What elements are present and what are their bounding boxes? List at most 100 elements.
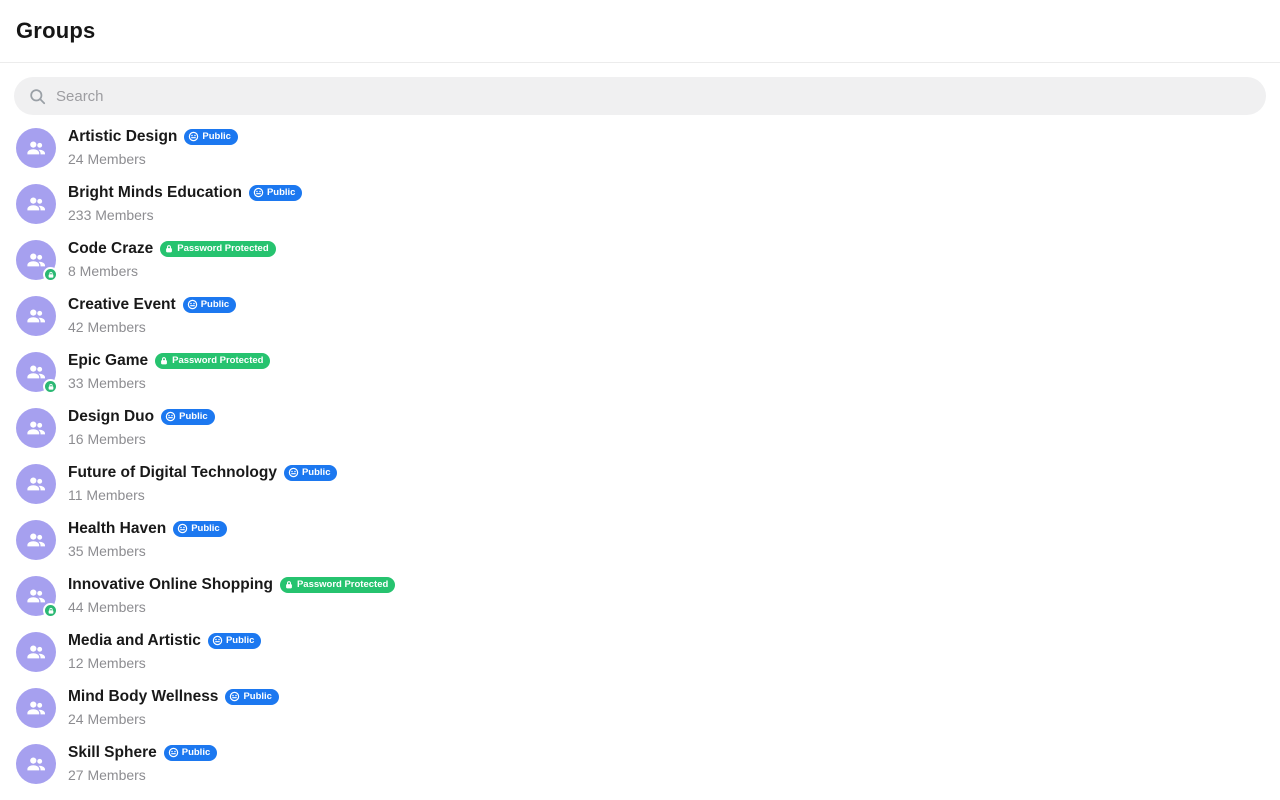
group-info: Code Craze Password Protected 8 Membe xyxy=(68,238,276,282)
group-row[interactable]: Artistic Design Public 24 Members xyxy=(0,120,1280,176)
group-row[interactable]: Innovative Online Shopping Password Prot… xyxy=(0,568,1280,624)
group-info: Innovative Online Shopping Password Prot… xyxy=(68,574,396,618)
group-row[interactable]: Creative Event Public 42 Members xyxy=(0,288,1280,344)
group-info: Artistic Design Public 24 Members xyxy=(68,126,238,170)
people-icon xyxy=(27,421,45,435)
group-members-count: 44 Members xyxy=(68,599,146,615)
group-visibility-badge: Public xyxy=(163,744,218,761)
people-icon xyxy=(27,645,45,659)
group-row[interactable]: Design Duo Public 16 Members xyxy=(0,400,1280,456)
badge-label: Public xyxy=(202,131,231,142)
group-name: Creative Event xyxy=(68,296,176,313)
smiley-icon xyxy=(253,187,264,198)
search-bar[interactable] xyxy=(14,77,1266,115)
search-container xyxy=(0,63,1280,115)
group-info: Epic Game Password Protected 33 Membe xyxy=(68,350,271,394)
group-info: Mind Body Wellness Public 24 Members xyxy=(68,686,279,730)
group-name: Innovative Online Shopping xyxy=(68,576,273,593)
group-name: Epic Game xyxy=(68,352,149,369)
badge-label: Public xyxy=(243,691,272,702)
smiley-icon xyxy=(212,635,223,646)
group-info: Skill Sphere Public 27 Members xyxy=(68,742,218,786)
people-icon xyxy=(27,253,45,267)
group-info: Health Haven Public 35 Members xyxy=(68,518,227,562)
group-info: Bright Minds Education Public 233 Mem xyxy=(68,182,303,226)
smiley-icon xyxy=(177,523,188,534)
group-row[interactable]: Epic Game Password Protected 33 Membe xyxy=(0,344,1280,400)
lock-icon xyxy=(286,580,292,588)
people-icon xyxy=(27,533,45,547)
search-icon xyxy=(30,88,46,104)
group-visibility-badge: Public xyxy=(173,520,227,537)
group-avatar xyxy=(16,184,56,224)
group-members-count: 27 Members xyxy=(68,767,146,783)
group-visibility-badge: Public xyxy=(161,408,215,425)
group-row[interactable]: Mind Body Wellness Public 24 Members xyxy=(0,680,1280,736)
badge-label: Password Protected xyxy=(172,355,264,366)
group-name: Skill Sphere xyxy=(68,744,157,761)
group-name: Design Duo xyxy=(68,408,155,425)
group-visibility-badge: Public xyxy=(225,688,279,705)
group-row[interactable]: Media and Artistic Public 12 Members xyxy=(0,624,1280,680)
group-members-count: 233 Members xyxy=(68,207,154,223)
group-name: Code Craze xyxy=(68,240,154,257)
group-name: Media and Artistic xyxy=(68,632,201,649)
group-avatar xyxy=(16,296,56,336)
badge-label: Public xyxy=(181,747,211,758)
badge-label: Public xyxy=(266,187,296,198)
badge-label: Password Protected xyxy=(177,243,269,254)
group-members-count: 8 Members xyxy=(68,263,139,279)
smiley-icon xyxy=(230,691,240,702)
search-input[interactable] xyxy=(56,87,1252,105)
people-icon xyxy=(27,701,45,715)
people-icon xyxy=(27,197,45,211)
group-info: Design Duo Public 16 Members xyxy=(68,406,215,450)
group-members-count: 24 Members xyxy=(68,151,146,167)
group-row[interactable]: Bright Minds Education Public 233 Mem xyxy=(0,176,1280,232)
smiley-icon xyxy=(288,467,299,478)
group-row[interactable]: Code Craze Password Protected 8 Membe xyxy=(0,232,1280,288)
group-avatar xyxy=(16,352,58,394)
people-icon xyxy=(27,309,45,323)
group-members-count: 12 Members xyxy=(68,655,146,671)
group-info: Creative Event Public 42 Members xyxy=(68,294,237,338)
group-members-count: 11 Members xyxy=(68,487,145,503)
group-members-count: 35 Members xyxy=(68,543,146,559)
group-members-count: 33 Members xyxy=(68,375,146,391)
locked-indicator-icon xyxy=(43,267,58,282)
people-icon xyxy=(27,141,45,155)
group-name: Health Haven xyxy=(68,520,167,537)
group-members-count: 42 Members xyxy=(68,319,146,335)
smiley-icon xyxy=(168,747,178,758)
badge-label: Public xyxy=(225,635,255,646)
badge-label: Password Protected xyxy=(296,579,389,590)
group-name: Mind Body Wellness xyxy=(68,688,219,705)
people-icon xyxy=(27,365,45,379)
badge-label: Public xyxy=(301,467,331,478)
smiley-icon xyxy=(187,299,197,310)
group-visibility-badge: Password Protected xyxy=(155,352,271,369)
smiley-icon xyxy=(165,411,176,422)
group-avatar xyxy=(16,464,56,504)
badge-label: Public xyxy=(200,299,230,310)
badge-label: Public xyxy=(191,523,220,534)
group-avatar xyxy=(16,632,56,672)
group-row[interactable]: Skill Sphere Public 27 Members xyxy=(0,736,1280,792)
group-name: Bright Minds Education xyxy=(68,184,242,201)
group-avatar xyxy=(16,520,56,560)
group-avatar xyxy=(16,688,56,728)
group-visibility-badge: Public xyxy=(182,296,237,313)
badge-label: Public xyxy=(179,411,208,422)
group-row[interactable]: Health Haven Public 35 Members xyxy=(0,512,1280,568)
group-avatar xyxy=(16,576,58,618)
group-avatar xyxy=(16,128,56,168)
group-row[interactable]: Future of Digital Technology Public 1 xyxy=(0,456,1280,512)
group-members-count: 16 Members xyxy=(68,431,146,447)
group-name: Future of Digital Technology xyxy=(68,464,277,481)
group-info: Future of Digital Technology Public 1 xyxy=(68,462,338,506)
locked-indicator-icon xyxy=(43,603,58,618)
people-icon xyxy=(27,757,45,771)
page-header: Groups xyxy=(0,0,1280,63)
group-members-count: 24 Members xyxy=(68,711,146,727)
group-info: Media and Artistic Public 12 Members xyxy=(68,630,262,674)
